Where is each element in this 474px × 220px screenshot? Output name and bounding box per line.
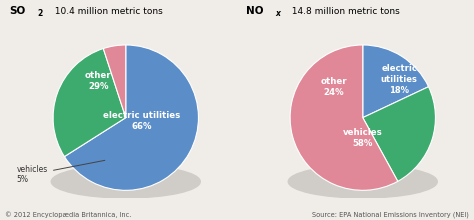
Wedge shape — [363, 45, 428, 118]
Text: other
29%: other 29% — [85, 71, 111, 91]
Text: 2: 2 — [38, 9, 43, 18]
Text: Source: EPA National Emissions Inventory (NEI): Source: EPA National Emissions Inventory… — [312, 211, 469, 218]
Text: vehicles
5%: vehicles 5% — [17, 160, 105, 184]
Wedge shape — [363, 87, 436, 181]
Text: x: x — [275, 9, 280, 18]
Text: vehicles
58%: vehicles 58% — [343, 128, 383, 148]
Text: electric utilities
66%: electric utilities 66% — [103, 111, 181, 131]
Ellipse shape — [51, 165, 200, 198]
Ellipse shape — [288, 165, 437, 198]
Text: © 2012 Encyclopædia Britannica, Inc.: © 2012 Encyclopædia Britannica, Inc. — [5, 211, 131, 218]
Wedge shape — [290, 45, 398, 190]
Wedge shape — [53, 49, 126, 157]
Text: NO: NO — [246, 6, 264, 16]
Text: electric
utilities
18%: electric utilities 18% — [381, 64, 418, 95]
Text: SO: SO — [9, 6, 26, 16]
Text: 10.4 million metric tons: 10.4 million metric tons — [49, 7, 163, 16]
Wedge shape — [64, 45, 199, 190]
Text: other
24%: other 24% — [320, 77, 347, 97]
Text: 14.8 million metric tons: 14.8 million metric tons — [286, 7, 400, 16]
Wedge shape — [103, 45, 126, 118]
